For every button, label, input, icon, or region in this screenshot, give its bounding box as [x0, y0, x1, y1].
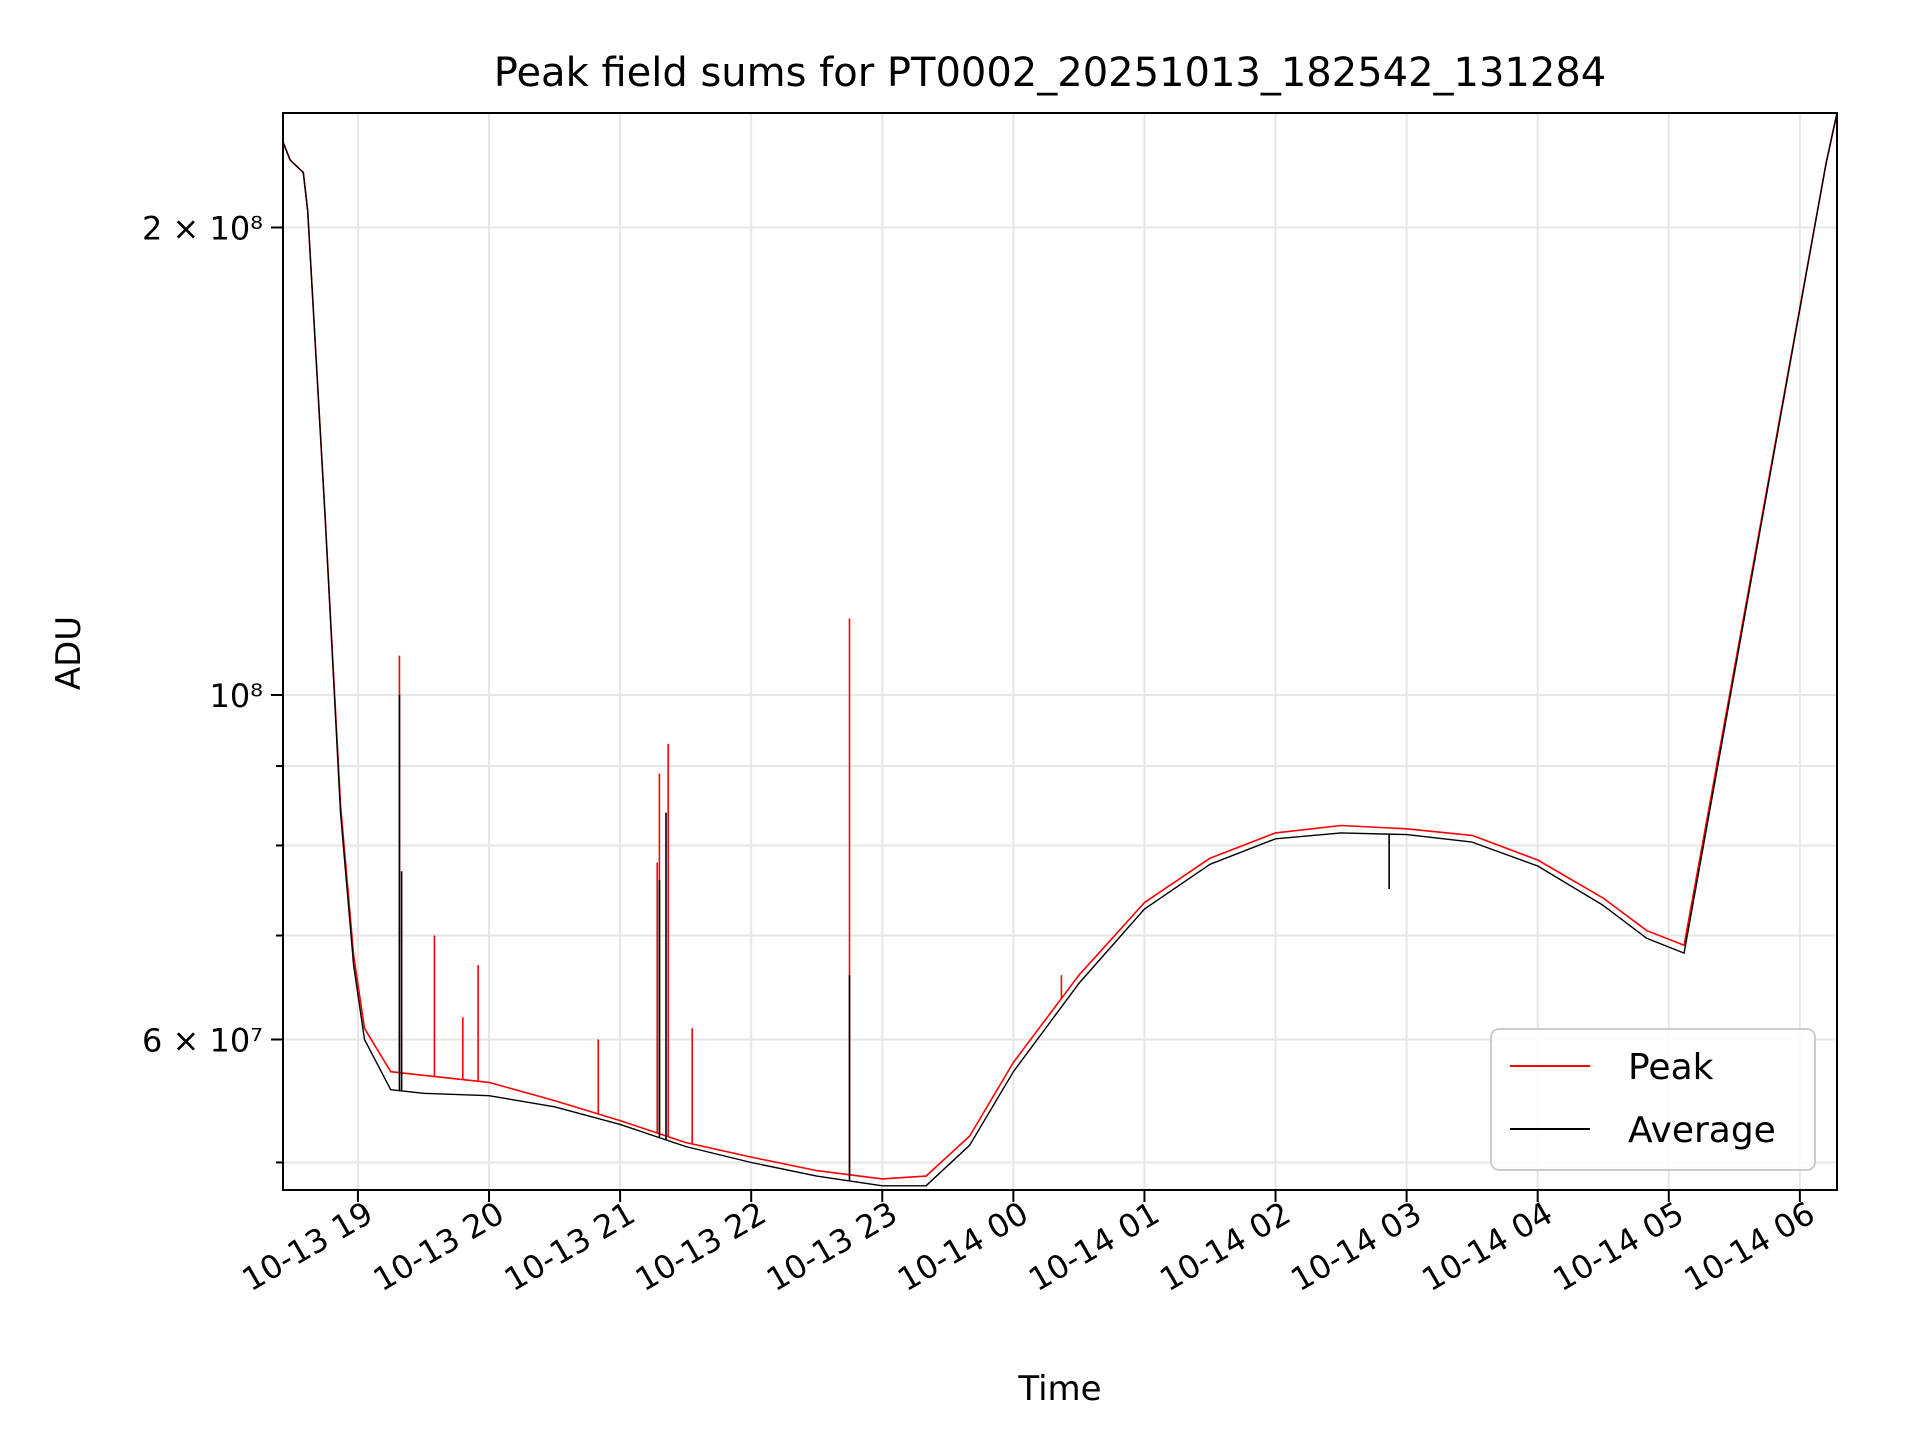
x-tick-label: 10-14 06 [1678, 1194, 1822, 1299]
x-tick-label: 10-14 01 [1022, 1194, 1166, 1299]
x-tick-label: 10-14 02 [1153, 1194, 1297, 1299]
grid-layer [283, 113, 1837, 1190]
series-average [283, 113, 1837, 1187]
x-tick-label: 10-13 19 [236, 1194, 380, 1299]
legend: Peak Average [1490, 1028, 1816, 1171]
x-tick-label: 10-13 23 [760, 1194, 904, 1299]
x-tick-label: 10-14 04 [1415, 1194, 1559, 1299]
series-layer [283, 113, 1837, 1187]
y-tick-label: 6 × 10⁷ [142, 1022, 263, 1060]
y-tick-label: 2 × 10⁸ [142, 209, 263, 247]
x-tick-label: 10-13 22 [629, 1194, 773, 1299]
x-tick-label: 10-14 05 [1546, 1194, 1690, 1299]
y-axis: 10⁸ 2 × 10⁸ 6 × 10⁷ [142, 209, 283, 1164]
legend-box [1490, 1028, 1816, 1171]
chart-title: Peak field sums for PT0002_20251013_1825… [494, 50, 1606, 96]
y-axis-label: ADU [49, 616, 89, 690]
legend-average-label: Average [1628, 1110, 1776, 1151]
x-tick-label: 10-13 21 [498, 1194, 642, 1299]
peak-line [283, 113, 1837, 1180]
plot-frame [282, 112, 1838, 1191]
average-line [283, 113, 1837, 1187]
x-tick-label: 10-14 00 [891, 1194, 1035, 1299]
legend-peak-label: Peak [1628, 1047, 1714, 1088]
x-axis-label: Time [1017, 1369, 1101, 1409]
y-tick-label: 10⁸ [209, 677, 263, 715]
x-tick-label: 10-14 03 [1284, 1194, 1428, 1299]
series-peak [283, 113, 1837, 1180]
x-tick-label: 10-13 20 [367, 1194, 511, 1299]
